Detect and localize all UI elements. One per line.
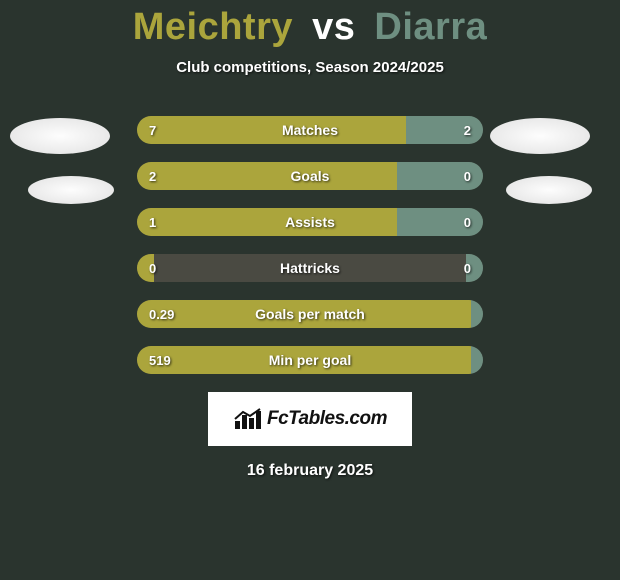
stat-segment-player1: 0	[137, 254, 154, 282]
stat-segment-player1: 7	[137, 116, 406, 144]
player2-nation-badge	[506, 176, 592, 204]
source-logo-text: FcTables.com	[267, 408, 387, 430]
stat-segment-player2: 0	[397, 208, 484, 236]
stat-row: 20Goals	[137, 162, 483, 190]
player1-name: Meichtry	[133, 6, 293, 48]
stat-value-player1: 0.29	[149, 307, 174, 322]
player1-club-badge	[10, 118, 110, 154]
stat-segment-player2: 2	[406, 116, 483, 144]
stat-segment-player1: 519	[137, 346, 471, 374]
stat-row: 519Min per goal	[137, 346, 483, 374]
player2-name: Diarra	[374, 6, 487, 48]
player2-club-badge	[490, 118, 590, 154]
stat-row: 10Assists	[137, 208, 483, 236]
stat-row: 00Hattricks	[137, 254, 483, 282]
stats-container: 72Matches20Goals10Assists00Hattricks0.29…	[137, 116, 483, 374]
vs-text: vs	[312, 6, 355, 48]
subtitle: Club competitions, Season 2024/2025	[0, 59, 620, 76]
stat-segment-player2	[471, 346, 483, 374]
stat-segment-player1: 1	[137, 208, 397, 236]
stat-value-player2: 0	[464, 215, 471, 230]
stat-value-player1: 0	[149, 261, 156, 276]
stat-row: 72Matches	[137, 116, 483, 144]
date-text: 16 february 2025	[0, 462, 620, 480]
source-logo: FcTables.com	[208, 392, 412, 446]
stat-segment-player2: 0	[397, 162, 484, 190]
stat-segment-player1: 0.29	[137, 300, 471, 328]
stat-value-player1: 519	[149, 353, 171, 368]
stat-segment-player2	[471, 300, 483, 328]
stat-value-player2: 0	[464, 261, 471, 276]
stat-segment-player2: 0	[466, 254, 483, 282]
player1-nation-badge	[28, 176, 114, 204]
stat-value-player2: 2	[464, 123, 471, 138]
stat-value-player1: 2	[149, 169, 156, 184]
comparison-title: Meichtry vs Diarra	[0, 0, 620, 49]
stat-row: 0.29Goals per match	[137, 300, 483, 328]
stat-value-player1: 1	[149, 215, 156, 230]
stat-segment-player1: 2	[137, 162, 397, 190]
stat-value-player1: 7	[149, 123, 156, 138]
chart-icon	[233, 407, 263, 431]
stat-value-player2: 0	[464, 169, 471, 184]
